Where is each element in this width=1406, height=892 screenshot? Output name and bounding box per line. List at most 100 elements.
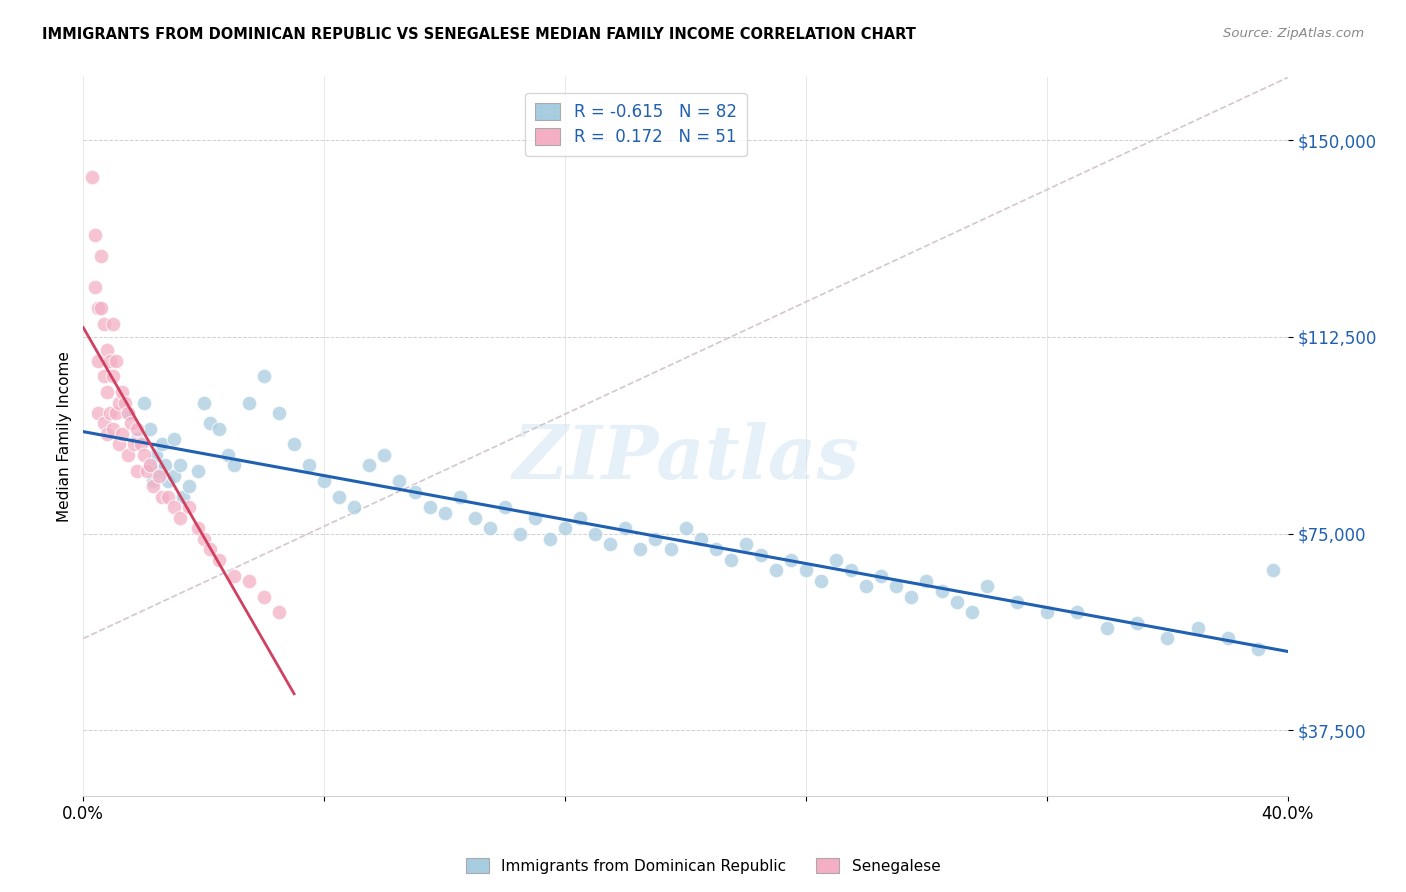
Point xyxy=(765,563,787,577)
Point xyxy=(142,479,165,493)
Text: IMMIGRANTS FROM DOMINICAN REPUBLIC VS SENEGALESE MEDIAN FAMILY INCOME CORRELATIO: IMMIGRANTS FROM DOMINICAN REPUBLIC VS SE… xyxy=(42,27,917,42)
Point xyxy=(314,474,336,488)
Point xyxy=(142,474,165,488)
Point xyxy=(93,417,115,431)
Point xyxy=(839,563,862,577)
Point xyxy=(87,406,110,420)
Point xyxy=(90,301,112,315)
Point xyxy=(509,526,531,541)
Point xyxy=(100,406,122,420)
Y-axis label: Median Family Income: Median Family Income xyxy=(58,351,72,522)
Point xyxy=(960,605,983,619)
Text: Source: ZipAtlas.com: Source: ZipAtlas.com xyxy=(1223,27,1364,40)
Point xyxy=(187,464,209,478)
Point xyxy=(127,432,149,446)
Point xyxy=(494,500,516,515)
Point xyxy=(1156,632,1178,646)
Point xyxy=(1005,595,1028,609)
Point xyxy=(193,532,215,546)
Point xyxy=(208,422,231,436)
Point xyxy=(419,500,441,515)
Point xyxy=(96,427,118,442)
Point xyxy=(153,458,176,473)
Point xyxy=(554,521,576,535)
Point xyxy=(108,395,131,409)
Point xyxy=(478,521,501,535)
Point xyxy=(145,448,167,462)
Point xyxy=(283,437,305,451)
Point xyxy=(614,521,637,535)
Text: ZIPatlas: ZIPatlas xyxy=(512,422,859,494)
Point xyxy=(138,458,160,473)
Point xyxy=(343,500,366,515)
Point xyxy=(108,437,131,451)
Point xyxy=(825,553,848,567)
Point xyxy=(734,537,756,551)
Point xyxy=(855,579,877,593)
Point xyxy=(103,369,125,384)
Point xyxy=(749,548,772,562)
Point xyxy=(103,422,125,436)
Legend: R = -0.615   N = 82, R =  0.172   N = 51: R = -0.615 N = 82, R = 0.172 N = 51 xyxy=(526,93,747,156)
Point xyxy=(96,384,118,399)
Point xyxy=(124,437,146,451)
Point xyxy=(148,464,170,478)
Point xyxy=(900,590,922,604)
Point xyxy=(569,511,592,525)
Point xyxy=(704,542,727,557)
Point xyxy=(328,490,350,504)
Point xyxy=(780,553,803,567)
Point xyxy=(187,521,209,535)
Point xyxy=(148,469,170,483)
Point xyxy=(976,579,998,593)
Point xyxy=(644,532,666,546)
Point xyxy=(945,595,967,609)
Point xyxy=(1247,642,1270,657)
Point xyxy=(156,490,179,504)
Point xyxy=(111,384,134,399)
Point xyxy=(404,484,426,499)
Point xyxy=(135,464,157,478)
Point xyxy=(93,369,115,384)
Point xyxy=(433,506,456,520)
Point xyxy=(84,227,107,242)
Point xyxy=(138,458,160,473)
Point xyxy=(105,353,128,368)
Point xyxy=(689,532,711,546)
Point xyxy=(87,301,110,315)
Point xyxy=(870,568,893,582)
Point xyxy=(169,458,191,473)
Point xyxy=(105,406,128,420)
Point xyxy=(217,448,239,462)
Point xyxy=(1216,632,1239,646)
Point xyxy=(238,395,260,409)
Point xyxy=(222,458,245,473)
Point xyxy=(599,537,621,551)
Point xyxy=(267,605,290,619)
Point xyxy=(1036,605,1059,619)
Point xyxy=(150,490,173,504)
Point xyxy=(464,511,486,525)
Point xyxy=(238,574,260,588)
Point xyxy=(267,406,290,420)
Point xyxy=(162,500,184,515)
Point xyxy=(100,353,122,368)
Point xyxy=(931,584,953,599)
Point xyxy=(449,490,471,504)
Point xyxy=(90,249,112,263)
Point xyxy=(87,353,110,368)
Point xyxy=(373,448,395,462)
Point xyxy=(172,490,194,504)
Point xyxy=(193,395,215,409)
Point xyxy=(162,469,184,483)
Point xyxy=(1066,605,1088,619)
Point xyxy=(198,417,221,431)
Point xyxy=(117,448,139,462)
Point xyxy=(127,464,149,478)
Point xyxy=(129,437,152,451)
Point xyxy=(177,500,200,515)
Point xyxy=(359,458,381,473)
Point xyxy=(810,574,832,588)
Point xyxy=(915,574,938,588)
Point xyxy=(198,542,221,557)
